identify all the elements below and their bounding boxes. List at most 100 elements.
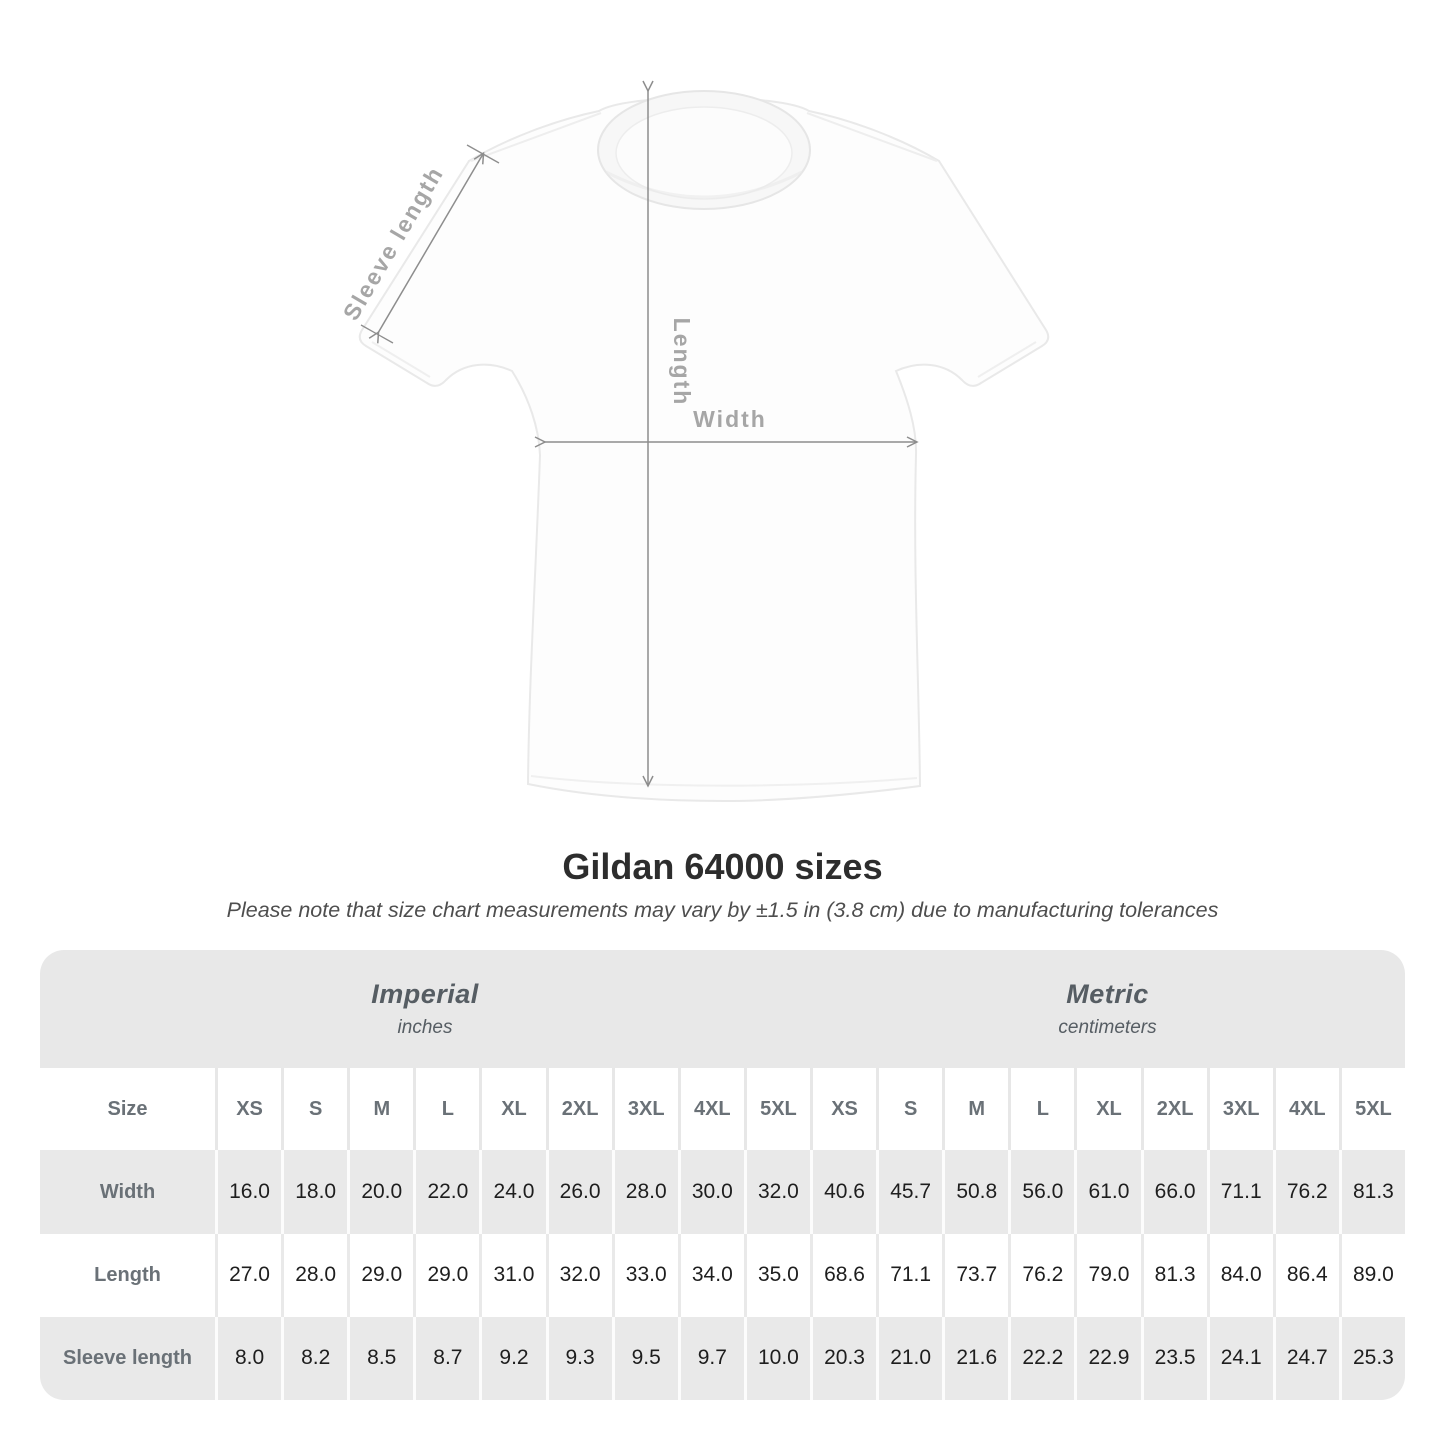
measurement-value: 33.0 [611,1233,678,1317]
measurement-value: 50.8 [942,1150,1009,1234]
size-col-metric-m: M [942,1068,1009,1151]
measurement-value: 20.3 [809,1316,877,1400]
measurement-value: 27.0 [215,1233,282,1317]
measurement-rows: Imperial inches Metric centimeters Size … [40,950,1405,1400]
length-label: Length [669,318,695,407]
measurement-value: 9.7 [677,1316,744,1400]
measurement-value: 79.0 [1074,1233,1141,1317]
row-label: Length [40,1233,215,1317]
measurement-value: 61.0 [1074,1150,1141,1234]
measurement-value: 28.0 [611,1150,678,1234]
unit-group-header-row: Imperial inches Metric centimeters [40,950,1405,1069]
measurement-value: 9.5 [611,1316,678,1400]
measurement-value: 8.2 [281,1316,348,1400]
width-label: Width [693,406,767,432]
measurement-row-length: Length 27.0 28.0 29.0 29.0 31.0 32.0 33.0 34.0 35… [40,1233,1405,1317]
measurement-value: 9.3 [545,1316,612,1400]
measurement-value: 8.0 [215,1316,282,1400]
page-title: Gildan 64000 sizes [562,846,883,887]
group-header-metric: Metric centimeters [809,950,1405,1069]
page-subtitle: Please note that size chart measurements… [226,898,1219,922]
measurement-value: 24.7 [1272,1316,1339,1400]
measurement-value: 24.1 [1206,1316,1273,1400]
size-col-imperial-s: S [281,1068,348,1151]
measurement-value: 81.3 [1338,1150,1405,1234]
measurement-value: 71.1 [1206,1150,1273,1234]
metric-group-title: Metric [1066,979,1149,1010]
measurement-value: 76.2 [1272,1150,1339,1234]
row-label: Sleeve length [40,1316,215,1400]
tshirt-silhouette [358,90,1050,803]
measurement-value: 32.0 [545,1233,612,1317]
tshirt-collar [597,90,811,210]
size-col-metric-2xl: 2XL [1140,1068,1207,1151]
sleeve-arrow-tick-top [466,144,500,164]
size-col-imperial-m: M [347,1068,414,1151]
size-col-metric-s: S [876,1068,943,1151]
measurement-value: 81.3 [1140,1233,1207,1317]
measurement-value: 9.2 [479,1316,546,1400]
tshirt-measurement-diagram: Sleeve length Length Width [338,80,1050,803]
tshirt-graphic: Sleeve length Length Width [338,80,1050,803]
imperial-group-title: Imperial [371,979,479,1010]
measurement-value: 56.0 [1008,1150,1075,1234]
group-header-imperial: Imperial inches [40,950,810,1069]
measurement-value: 35.0 [743,1233,810,1317]
size-col-metric-xl: XL [1074,1068,1141,1151]
measurement-value: 30.0 [677,1150,744,1234]
measurement-row-sleeve-length: Sleeve length 8.0 8.2 8.5 8.7 9.2 9.3 9.5 9.7 10.… [40,1316,1405,1400]
measurement-value: 22.9 [1074,1316,1141,1400]
size-table-grid: Imperial inches Metric centimeters Size … [40,950,1405,1400]
measurement-value: 71.1 [876,1233,943,1317]
row-label: Width [40,1150,215,1234]
measurement-value: 84.0 [1206,1233,1273,1317]
measurement-value: 20.0 [347,1150,414,1234]
size-table: Imperial inches Metric centimeters Size … [40,950,1405,1400]
measurement-value: 24.0 [479,1150,546,1234]
measurement-value: 32.0 [743,1150,810,1234]
size-col-imperial-3xl: 3XL [611,1068,678,1151]
measurement-value: 89.0 [1338,1233,1405,1317]
measurement-value: 21.0 [876,1316,943,1400]
measurement-value: 76.2 [1008,1233,1075,1317]
measurement-value: 23.5 [1140,1316,1207,1400]
measurement-row-width: Width 16.0 18.0 20.0 22.0 24.0 26.0 28.0 30.0 32.… [40,1150,1405,1234]
size-col-metric-3xl: 3XL [1206,1068,1273,1151]
measurement-value: 29.0 [413,1233,480,1317]
measurement-value: 8.5 [347,1316,414,1400]
measurement-value: 34.0 [677,1233,744,1317]
metric-group-subtitle: centimeters [1058,1017,1157,1039]
size-header-row: Size XS S M L XL 2XL 3XL 4XL 5XL XS S M L XL 2XL 3XL 4XL… [40,1068,1405,1151]
size-col-metric-5xl: 5XL [1338,1068,1405,1151]
sleeve-arrow-tick-bottom [360,324,394,344]
measurement-value: 28.0 [281,1233,348,1317]
measurement-value: 18.0 [281,1150,348,1234]
measurement-value: 16.0 [215,1150,282,1234]
measurement-value: 29.0 [347,1233,414,1317]
size-col-metric-l: L [1008,1068,1075,1151]
measurement-value: 22.2 [1008,1316,1075,1400]
measurement-value: 31.0 [479,1233,546,1317]
size-col-metric-xs: XS [809,1068,877,1151]
measurement-value: 21.6 [942,1316,1009,1400]
measurement-value: 22.0 [413,1150,480,1234]
measurement-value: 45.7 [876,1150,943,1234]
measurement-value: 86.4 [1272,1233,1339,1317]
measurement-value: 26.0 [545,1150,612,1234]
size-col-imperial-5xl: 5XL [743,1068,810,1151]
size-col-metric-4xl: 4XL [1272,1068,1339,1151]
size-col-imperial-l: L [413,1068,480,1151]
sleeve-length-arrow [368,151,485,344]
size-label-cell: Size [40,1068,215,1151]
imperial-group-subtitle: inches [397,1017,453,1039]
measurement-value: 8.7 [413,1316,480,1400]
measurement-value: 10.0 [743,1316,810,1400]
size-col-imperial-4xl: 4XL [677,1068,744,1151]
measurement-value: 73.7 [942,1233,1009,1317]
size-col-imperial-2xl: 2XL [545,1068,612,1151]
size-col-imperial-xl: XL [479,1068,546,1151]
measurement-value: 68.6 [809,1233,877,1317]
measurement-value: 40.6 [809,1150,877,1234]
measurement-value: 66.0 [1140,1150,1207,1234]
